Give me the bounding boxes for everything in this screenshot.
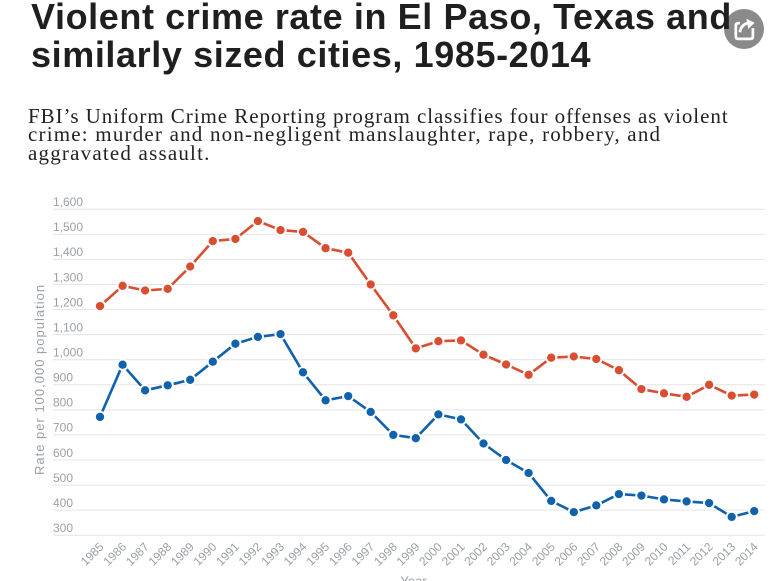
svg-text:700: 700 (53, 421, 73, 435)
svg-text:Year: Year (400, 573, 427, 581)
svg-text:1989: 1989 (168, 539, 197, 568)
svg-text:1991: 1991 (213, 539, 242, 568)
svg-text:300: 300 (53, 521, 73, 535)
svg-text:400: 400 (53, 496, 73, 510)
svg-text:1,400: 1,400 (53, 245, 83, 259)
svg-text:1988: 1988 (146, 539, 175, 568)
svg-text:500: 500 (53, 471, 73, 485)
svg-text:1,200: 1,200 (53, 295, 83, 309)
svg-text:1986: 1986 (100, 539, 129, 568)
svg-text:2007: 2007 (574, 539, 603, 568)
svg-text:2000: 2000 (416, 539, 445, 568)
svg-text:1,100: 1,100 (53, 320, 83, 334)
svg-text:2010: 2010 (642, 539, 671, 568)
svg-text:1996: 1996 (326, 539, 355, 568)
svg-text:600: 600 (53, 446, 73, 460)
svg-text:2011: 2011 (665, 539, 693, 567)
svg-text:2004: 2004 (506, 539, 535, 568)
svg-text:1,300: 1,300 (53, 270, 83, 284)
svg-text:1994: 1994 (281, 539, 310, 568)
svg-text:1992: 1992 (236, 539, 265, 568)
svg-text:1999: 1999 (394, 539, 423, 568)
svg-text:1990: 1990 (191, 539, 220, 568)
svg-text:900: 900 (53, 371, 73, 385)
svg-text:2008: 2008 (597, 539, 626, 568)
svg-text:2003: 2003 (484, 539, 513, 568)
svg-text:2009: 2009 (619, 539, 648, 568)
svg-text:2001: 2001 (439, 539, 468, 568)
svg-text:1,500: 1,500 (53, 220, 83, 234)
svg-text:2005: 2005 (529, 539, 558, 568)
svg-text:1987: 1987 (123, 539, 152, 568)
svg-text:2013: 2013 (710, 539, 739, 568)
svg-text:2006: 2006 (552, 539, 581, 568)
svg-text:1,600: 1,600 (53, 195, 83, 209)
svg-text:1985: 1985 (78, 539, 107, 568)
svg-text:2014: 2014 (732, 539, 761, 568)
svg-text:2012: 2012 (687, 539, 716, 568)
svg-text:1993: 1993 (258, 539, 287, 568)
svg-text:1998: 1998 (371, 539, 400, 568)
svg-text:Rate per 100,000 population: Rate per 100,000 population (32, 284, 47, 475)
svg-text:1997: 1997 (349, 539, 378, 568)
svg-text:1995: 1995 (303, 539, 332, 568)
svg-text:1,000: 1,000 (53, 346, 83, 360)
svg-text:2002: 2002 (461, 539, 490, 568)
svg-text:800: 800 (53, 396, 73, 410)
